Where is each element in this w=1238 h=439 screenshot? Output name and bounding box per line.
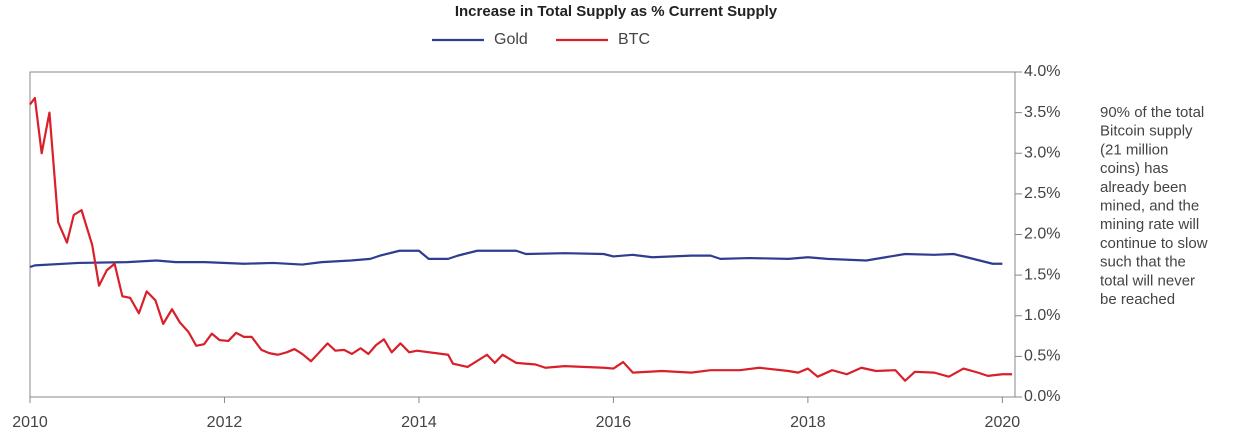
y-tick-label: 3.5% [1024, 104, 1060, 121]
legend-label: Gold [494, 31, 528, 48]
annotation: mined, and the [1100, 197, 1199, 214]
x-tick-label: 2010 [12, 414, 48, 431]
x-tick-label: 2018 [790, 414, 826, 431]
legend-label: BTC [618, 31, 650, 48]
annotation: such that the [1100, 254, 1186, 271]
x-tick-label: 2016 [596, 414, 632, 431]
annotation: (21 million [1100, 141, 1168, 158]
annotation: 90% of the total [1100, 104, 1204, 121]
y-tick-label: 0.5% [1024, 348, 1060, 365]
annotation: coins) has [1100, 160, 1168, 177]
annotation: continue to slow [1100, 235, 1208, 252]
plot-frame [29, 71, 1016, 398]
y-tick-label: 2.0% [1024, 226, 1060, 243]
y-tick-label: 0.0% [1024, 388, 1060, 405]
line-series [29, 249, 1003, 269]
annotation: be reached [1100, 291, 1175, 308]
annotation: mining rate will [1100, 216, 1199, 233]
annotation: total will never [1100, 272, 1195, 289]
y-tick-label: 2.5% [1024, 185, 1060, 202]
annotation: already been [1100, 179, 1187, 196]
y-tick-label: 1.0% [1024, 307, 1060, 324]
x-tick-label: 2012 [207, 414, 243, 431]
x-tick-label: 2020 [985, 414, 1021, 431]
y-tick-label: 3.0% [1024, 144, 1060, 161]
line-series [29, 96, 1013, 382]
annotation: Bitcoin supply [1100, 123, 1193, 140]
x-tick-label: 2014 [401, 414, 437, 431]
y-tick-label: 4.0% [1024, 63, 1060, 80]
chart-title: Increase in Total Supply as % Current Su… [455, 3, 778, 20]
y-tick-label: 1.5% [1024, 266, 1060, 283]
